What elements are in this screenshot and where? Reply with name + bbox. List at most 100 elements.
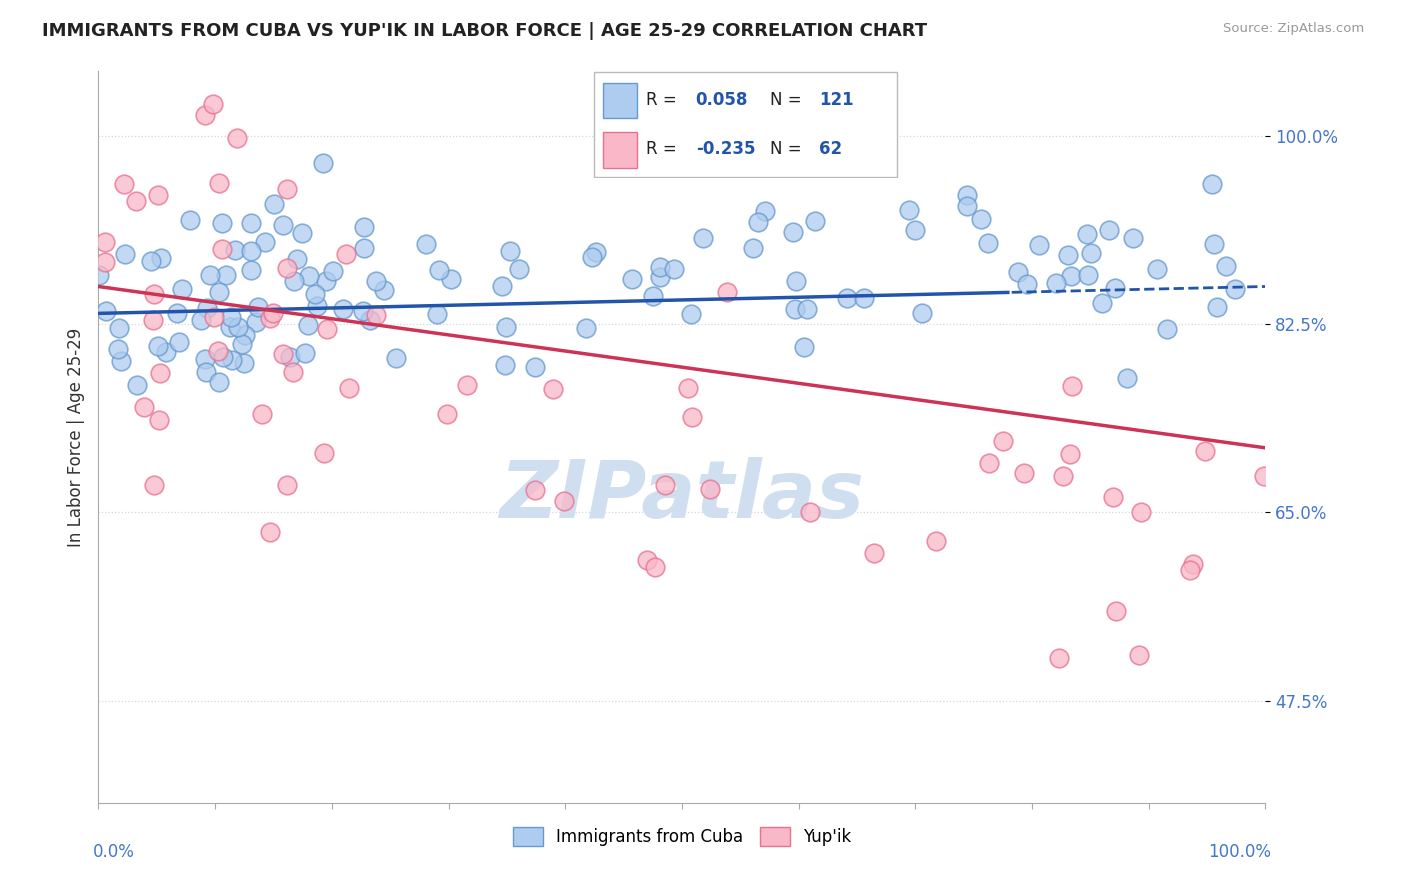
- Point: [273, 347, 295, 361]
- Point: [977, 235, 1000, 250]
- Point: [679, 307, 702, 321]
- Point: [125, 194, 148, 208]
- Point: [799, 505, 821, 519]
- Point: [681, 410, 703, 425]
- Point: [1098, 223, 1121, 237]
- Point: [782, 225, 804, 239]
- Point: [127, 377, 149, 392]
- Point: [1101, 490, 1123, 504]
- Point: [276, 260, 298, 275]
- Point: [1253, 468, 1275, 483]
- Point: [440, 272, 463, 286]
- Point: [208, 375, 231, 389]
- Point: [364, 308, 387, 322]
- Point: [1201, 177, 1223, 191]
- Point: [353, 220, 375, 235]
- Point: [754, 203, 776, 218]
- Point: [793, 341, 815, 355]
- Point: [436, 407, 458, 421]
- Point: [1156, 322, 1178, 336]
- Point: [254, 235, 277, 249]
- Point: [221, 353, 243, 368]
- Point: [304, 287, 326, 301]
- Point: [1017, 277, 1039, 291]
- Point: [132, 401, 155, 415]
- Point: [1047, 651, 1070, 665]
- Point: [247, 300, 270, 314]
- Point: [897, 203, 920, 218]
- Point: [166, 305, 188, 319]
- Point: [904, 223, 927, 237]
- Point: [208, 176, 231, 190]
- Point: [644, 560, 666, 574]
- Point: [1104, 281, 1126, 295]
- Point: [1146, 261, 1168, 276]
- Point: [195, 301, 218, 316]
- Point: [167, 334, 190, 349]
- Point: [742, 241, 765, 255]
- Point: [233, 327, 256, 342]
- Point: [636, 553, 658, 567]
- Point: [219, 310, 242, 324]
- Point: [491, 279, 513, 293]
- Point: [575, 321, 598, 335]
- Point: [110, 353, 132, 368]
- Point: [785, 302, 807, 317]
- Text: 62: 62: [820, 141, 842, 159]
- Point: [1206, 301, 1229, 315]
- Point: [283, 274, 305, 288]
- Point: [993, 434, 1015, 448]
- Point: [796, 301, 818, 316]
- Point: [1076, 268, 1098, 282]
- Point: [1194, 444, 1216, 458]
- Point: [494, 358, 516, 372]
- Point: [107, 343, 129, 357]
- Point: [94, 304, 117, 318]
- Point: [385, 351, 408, 365]
- Point: [149, 366, 172, 380]
- Point: [1007, 265, 1029, 279]
- Point: [332, 302, 354, 317]
- Point: [770, 159, 793, 173]
- Point: [956, 187, 979, 202]
- Point: [285, 252, 308, 266]
- Text: 0.0%: 0.0%: [93, 843, 135, 861]
- Point: [1059, 447, 1081, 461]
- Point: [208, 285, 231, 299]
- Point: [415, 237, 437, 252]
- Point: [373, 284, 395, 298]
- Point: [172, 282, 194, 296]
- Point: [290, 226, 312, 240]
- Point: [621, 272, 644, 286]
- Point: [692, 230, 714, 244]
- Point: [278, 350, 301, 364]
- Point: [195, 365, 218, 379]
- Point: [359, 313, 381, 327]
- Point: [1178, 563, 1201, 577]
- Point: [201, 96, 224, 111]
- FancyBboxPatch shape: [593, 72, 897, 178]
- Point: [204, 310, 226, 324]
- Point: [190, 313, 212, 327]
- Point: [1060, 268, 1083, 283]
- Point: [94, 254, 117, 268]
- FancyBboxPatch shape: [603, 83, 637, 119]
- Text: 0.058: 0.058: [696, 91, 748, 109]
- Point: [863, 546, 886, 560]
- Point: [322, 264, 344, 278]
- Point: [307, 299, 329, 313]
- Point: [925, 533, 948, 548]
- Point: [585, 244, 607, 259]
- Text: N =: N =: [770, 141, 801, 159]
- Y-axis label: In Labor Force | Age 25-29: In Labor Force | Age 25-29: [66, 327, 84, 547]
- Point: [676, 381, 699, 395]
- Point: [139, 254, 162, 268]
- Point: [263, 196, 285, 211]
- Point: [155, 344, 177, 359]
- Point: [1215, 259, 1237, 273]
- Point: [231, 336, 253, 351]
- Point: [207, 343, 229, 358]
- Point: [312, 446, 335, 460]
- Point: [911, 305, 934, 319]
- Point: [259, 310, 281, 325]
